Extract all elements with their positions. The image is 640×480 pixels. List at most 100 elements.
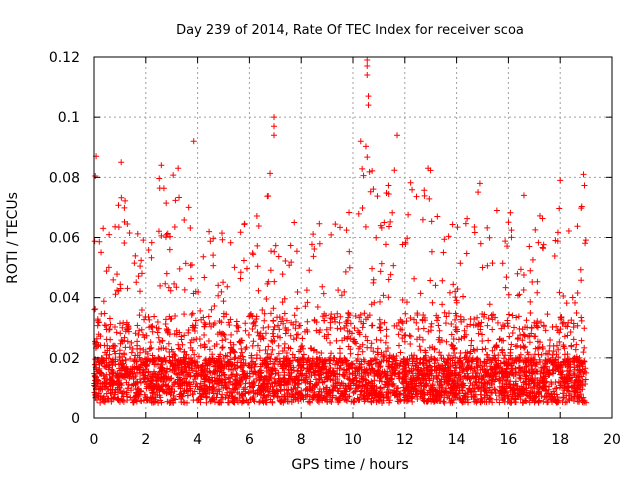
data-point bbox=[124, 285, 131, 292]
data-point bbox=[287, 242, 294, 249]
data-point bbox=[403, 299, 410, 306]
data-point bbox=[385, 355, 392, 362]
data-point bbox=[158, 383, 165, 390]
data-point bbox=[401, 338, 408, 345]
data-point bbox=[153, 324, 160, 331]
data-point bbox=[568, 384, 575, 391]
data-point bbox=[485, 396, 492, 403]
data-point bbox=[511, 359, 518, 366]
data-point bbox=[582, 237, 589, 244]
data-point bbox=[534, 278, 541, 285]
data-point bbox=[245, 331, 252, 338]
data-point bbox=[345, 333, 352, 340]
data-point bbox=[538, 393, 545, 400]
data-point bbox=[406, 368, 413, 375]
data-point bbox=[578, 317, 585, 324]
data-point bbox=[313, 327, 320, 334]
data-point bbox=[381, 319, 388, 326]
data-point bbox=[106, 231, 113, 238]
data-point bbox=[195, 353, 202, 360]
data-point bbox=[200, 253, 207, 260]
data-point bbox=[560, 341, 567, 348]
data-point bbox=[382, 369, 389, 376]
data-point bbox=[279, 271, 286, 278]
data-point bbox=[484, 356, 491, 363]
data-point bbox=[417, 386, 424, 393]
data-point bbox=[178, 364, 185, 371]
data-point bbox=[405, 211, 412, 218]
data-point bbox=[178, 333, 185, 340]
data-point bbox=[154, 360, 161, 367]
data-point bbox=[130, 375, 137, 382]
data-point bbox=[380, 357, 387, 364]
data-point bbox=[143, 381, 150, 388]
data-point bbox=[292, 354, 298, 361]
data-point bbox=[111, 324, 118, 331]
data-point bbox=[295, 331, 302, 338]
data-point bbox=[226, 321, 233, 328]
data-point bbox=[195, 395, 202, 402]
data-point bbox=[529, 256, 536, 263]
data-point bbox=[291, 312, 298, 319]
data-point bbox=[238, 392, 245, 399]
data-point bbox=[385, 276, 392, 283]
data-point bbox=[353, 381, 360, 388]
data-point bbox=[259, 361, 266, 368]
data-point bbox=[197, 380, 204, 387]
data-point bbox=[572, 299, 579, 306]
data-point bbox=[201, 382, 208, 389]
data-point bbox=[135, 273, 142, 280]
data-point bbox=[211, 357, 218, 364]
data-point bbox=[472, 378, 479, 385]
data-point bbox=[526, 380, 533, 387]
x-tick-label: 8 bbox=[297, 432, 306, 448]
data-point bbox=[210, 235, 217, 242]
data-point bbox=[281, 369, 288, 376]
data-point bbox=[281, 358, 288, 365]
data-point bbox=[276, 326, 283, 333]
data-point bbox=[177, 357, 184, 364]
data-point bbox=[172, 355, 179, 362]
data-point bbox=[149, 328, 156, 335]
data-point bbox=[334, 365, 341, 372]
data-point bbox=[477, 399, 484, 406]
data-point bbox=[134, 322, 141, 329]
data-point bbox=[494, 364, 501, 371]
data-point bbox=[546, 383, 553, 390]
data-point bbox=[110, 276, 117, 283]
data-point bbox=[374, 193, 381, 200]
data-point bbox=[106, 371, 113, 378]
data-point bbox=[253, 212, 260, 219]
data-point bbox=[100, 372, 107, 379]
data-point bbox=[337, 326, 344, 333]
data-point bbox=[237, 275, 244, 282]
data-point bbox=[496, 392, 503, 399]
data-point bbox=[419, 375, 426, 382]
data-point bbox=[429, 299, 436, 306]
data-point bbox=[140, 369, 147, 376]
data-point bbox=[303, 359, 310, 366]
data-point bbox=[580, 349, 587, 356]
data-point bbox=[406, 396, 413, 403]
data-point bbox=[473, 356, 480, 363]
data-point bbox=[324, 399, 331, 406]
data-point bbox=[336, 345, 343, 352]
data-point bbox=[575, 373, 582, 380]
data-point bbox=[219, 236, 226, 243]
data-point bbox=[178, 390, 185, 397]
data-point bbox=[308, 345, 315, 352]
data-point bbox=[444, 356, 451, 363]
data-point bbox=[336, 371, 343, 378]
data-point bbox=[176, 194, 183, 201]
data-point bbox=[249, 342, 256, 349]
data-point bbox=[541, 394, 548, 401]
data-point bbox=[357, 138, 364, 145]
data-point bbox=[265, 278, 272, 285]
data-point bbox=[345, 314, 352, 321]
data-point bbox=[414, 374, 421, 381]
data-point bbox=[491, 370, 498, 377]
data-point bbox=[275, 388, 282, 395]
data-point bbox=[114, 396, 121, 403]
data-point bbox=[416, 343, 423, 350]
